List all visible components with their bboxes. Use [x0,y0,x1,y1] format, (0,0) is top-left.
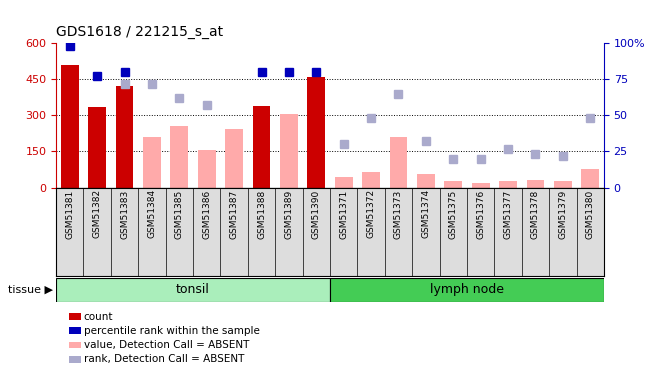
Text: GSM51378: GSM51378 [531,189,540,238]
Text: GSM51387: GSM51387 [230,189,239,238]
Text: GSM51382: GSM51382 [92,189,102,238]
Text: percentile rank within the sample: percentile rank within the sample [84,326,259,336]
Bar [88,107,106,188]
Text: GSM51372: GSM51372 [366,189,376,238]
Bar [417,174,435,188]
Bar [115,87,133,188]
Text: GSM51371: GSM51371 [339,189,348,238]
Text: GSM51375: GSM51375 [449,189,458,238]
Bar [444,182,462,188]
Bar [280,114,298,188]
Text: GSM51377: GSM51377 [504,189,513,238]
Text: GSM51390: GSM51390 [312,189,321,238]
Text: GSM51388: GSM51388 [257,189,266,238]
Text: GSM51386: GSM51386 [202,189,211,238]
Text: tissue ▶: tissue ▶ [8,285,53,295]
Text: GSM51384: GSM51384 [147,189,156,238]
Text: tonsil: tonsil [176,283,210,296]
Text: GSM51383: GSM51383 [120,189,129,238]
Bar [554,182,572,188]
Text: GDS1618 / 221215_s_at: GDS1618 / 221215_s_at [56,26,223,39]
Bar [56,278,330,302]
Bar [170,126,188,188]
Text: GSM51376: GSM51376 [476,189,485,238]
Bar [389,137,407,188]
Text: GSM51379: GSM51379 [558,189,568,238]
Text: GSM51385: GSM51385 [175,189,184,238]
Bar [143,137,161,188]
Bar [225,129,243,188]
Bar [527,180,544,188]
Text: GSM51389: GSM51389 [284,189,294,238]
Bar [253,106,271,188]
Bar [335,177,352,188]
Bar [499,181,517,188]
Text: GSM51374: GSM51374 [421,189,430,238]
Bar [198,150,216,188]
Bar [308,77,325,188]
Bar [330,278,604,302]
Bar [362,172,380,188]
Text: lymph node: lymph node [430,283,504,296]
Bar [61,65,79,188]
Text: count: count [84,312,114,321]
Text: value, Detection Call = ABSENT: value, Detection Call = ABSENT [84,340,249,350]
Bar [581,170,599,188]
Text: rank, Detection Call = ABSENT: rank, Detection Call = ABSENT [84,354,244,364]
Text: GSM51381: GSM51381 [65,189,75,238]
Text: GSM51373: GSM51373 [394,189,403,238]
Bar [472,183,490,188]
Text: GSM51380: GSM51380 [585,189,595,238]
